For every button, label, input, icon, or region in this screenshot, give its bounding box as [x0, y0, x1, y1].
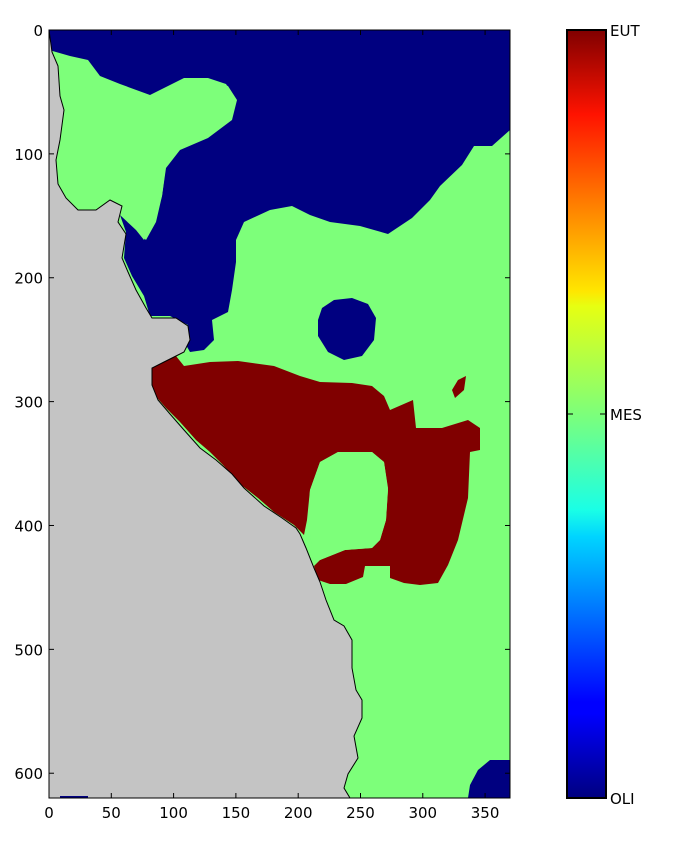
y-tick-label: 500: [14, 641, 43, 659]
mesotrophic-lens-region: [308, 452, 388, 560]
land-region: [49, 30, 363, 798]
mesotrophic-bay-region: [54, 80, 237, 240]
x-tick-label: 250: [346, 804, 375, 822]
x-tick-label: 350: [471, 804, 500, 822]
y-tick-label: 400: [14, 517, 43, 535]
eutrophic-speck-region: [452, 376, 466, 398]
colorbar-tick-label: OLI: [610, 790, 635, 808]
x-tick-label: 0: [44, 804, 54, 822]
x-tick-label: 200: [284, 804, 313, 822]
oligotrophic-southeast-region: [468, 760, 510, 798]
oligotrophic-north-region: [49, 30, 510, 352]
colorbar-tick-label: EUT: [610, 22, 640, 40]
y-tick-label: 300: [14, 394, 43, 412]
x-tick-label: 50: [102, 804, 121, 822]
y-tick-label: 0: [33, 22, 43, 40]
oligotrophic-eddy-region: [318, 298, 376, 360]
colorbar-tick-label: MES: [610, 406, 642, 424]
y-tick-label: 200: [14, 270, 43, 288]
x-tick-label: 300: [408, 804, 437, 822]
x-tick-label: 100: [159, 804, 188, 822]
coastal-fleck: [60, 796, 88, 798]
map-panel: [49, 30, 510, 798]
eutrophic-region: [150, 350, 480, 585]
y-tick-label: 600: [14, 765, 43, 783]
x-axis: 0 50 100 150 200 250 300 350: [44, 30, 499, 822]
colorbar: [566, 29, 607, 799]
colorbar-ticks: OLI MES EUT: [567, 22, 642, 808]
map-frame: [48, 29, 511, 799]
x-tick-label: 150: [222, 804, 251, 822]
y-tick-label: 100: [14, 146, 43, 164]
y-axis: 0 100 200 300 400 500 600: [14, 22, 510, 783]
